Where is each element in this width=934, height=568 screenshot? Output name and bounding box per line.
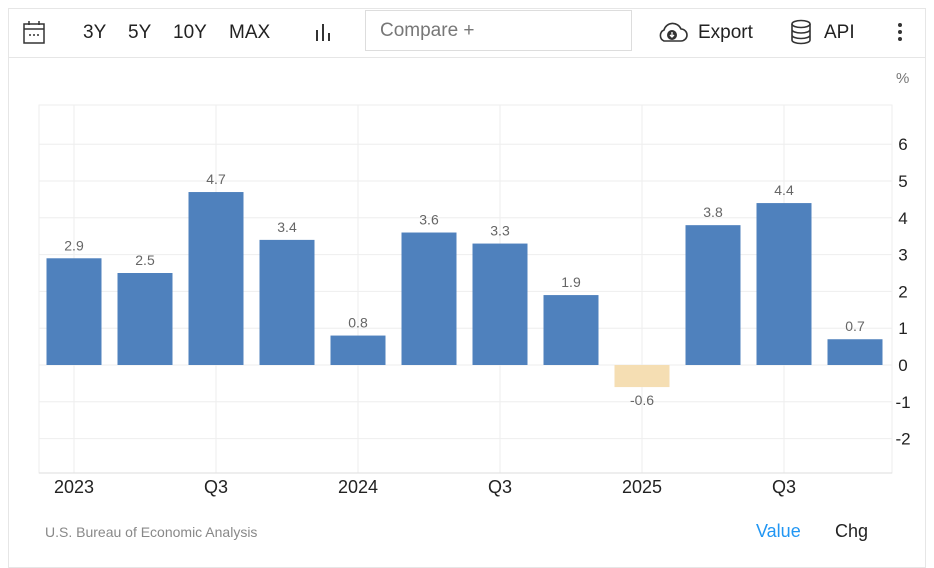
data-label: 4.4 <box>774 182 794 198</box>
value-toggle[interactable]: Value <box>756 521 801 541</box>
bar <box>685 225 741 365</box>
bar <box>117 273 173 365</box>
y-tick-label: 5 <box>898 172 907 191</box>
range-5y[interactable]: 5Y <box>128 22 152 43</box>
y-tick-label: 3 <box>898 246 907 265</box>
x-tick-label: 2024 <box>338 477 378 497</box>
compare-input[interactable]: Compare + <box>365 10 632 51</box>
data-label: 3.8 <box>703 204 723 220</box>
data-label: 1.9 <box>561 274 581 290</box>
data-label: 3.3 <box>490 223 510 239</box>
x-tick-label: Q3 <box>204 477 228 497</box>
data-label: -0.6 <box>630 392 654 408</box>
data-label: 4.7 <box>206 171 226 187</box>
bar-chart: 6 5 4 3 2 1 0 -1 -2 2023 Q3 2024 Q3 2025 Q3 2.9 2.5 4.7 3.… <box>38 104 911 497</box>
bar-chart-icon[interactable] <box>314 22 334 42</box>
y-tick-label: 1 <box>898 319 907 338</box>
x-tick-label: Q3 <box>772 477 796 497</box>
database-icon[interactable] <box>790 19 812 45</box>
export-button[interactable]: Export <box>698 22 753 43</box>
api-button[interactable]: API <box>824 22 855 43</box>
x-tick-label: 2025 <box>622 477 662 497</box>
data-label: 3.4 <box>277 219 297 235</box>
data-label: 0.7 <box>845 318 865 334</box>
source-link[interactable]: U.S. Bureau of Economic Analysis <box>45 524 258 540</box>
data-label: 2.9 <box>64 237 84 253</box>
y-tick-label: -2 <box>895 430 910 449</box>
bar <box>46 258 102 365</box>
bar <box>330 335 386 365</box>
unit-label: % <box>896 70 910 87</box>
x-tick-label: Q3 <box>488 477 512 497</box>
y-tick-label: 0 <box>898 356 907 375</box>
y-tick-label: -1 <box>895 393 910 412</box>
bar <box>259 239 315 365</box>
bar <box>472 243 528 365</box>
range-3y[interactable]: 3Y <box>83 22 107 43</box>
data-label: 0.8 <box>348 315 368 331</box>
bar <box>756 203 812 365</box>
data-label: 2.5 <box>135 252 155 268</box>
y-tick-label: 2 <box>898 282 907 301</box>
data-label: 3.6 <box>419 212 439 228</box>
bar <box>614 365 670 388</box>
cloud-download-icon[interactable] <box>656 20 688 44</box>
bar <box>827 339 883 365</box>
y-tick-label: 6 <box>898 135 907 154</box>
bar <box>401 232 457 365</box>
bar <box>543 295 599 365</box>
toolbar <box>8 8 926 58</box>
calendar-icon[interactable] <box>22 20 46 44</box>
x-tick-label: 2023 <box>54 477 94 497</box>
chg-toggle[interactable]: Chg <box>835 521 869 541</box>
bar <box>188 192 244 365</box>
range-max[interactable]: MAX <box>229 22 271 43</box>
range-10y[interactable]: 10Y <box>173 22 207 43</box>
more-vertical-icon[interactable] <box>896 22 904 42</box>
y-tick-label: 4 <box>898 209 907 228</box>
